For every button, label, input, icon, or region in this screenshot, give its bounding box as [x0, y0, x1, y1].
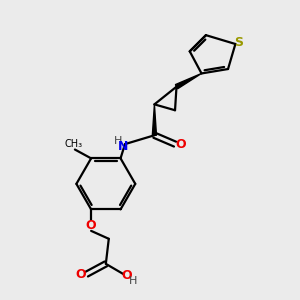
Polygon shape	[152, 104, 157, 135]
Text: H: H	[129, 276, 137, 286]
Text: CH₃: CH₃	[64, 139, 82, 149]
Text: N: N	[118, 140, 129, 153]
Text: O: O	[86, 219, 96, 232]
Text: H: H	[114, 136, 123, 146]
Polygon shape	[176, 74, 202, 89]
Text: S: S	[234, 36, 243, 49]
Text: O: O	[76, 268, 86, 281]
Text: O: O	[175, 138, 186, 151]
Text: O: O	[121, 269, 132, 282]
